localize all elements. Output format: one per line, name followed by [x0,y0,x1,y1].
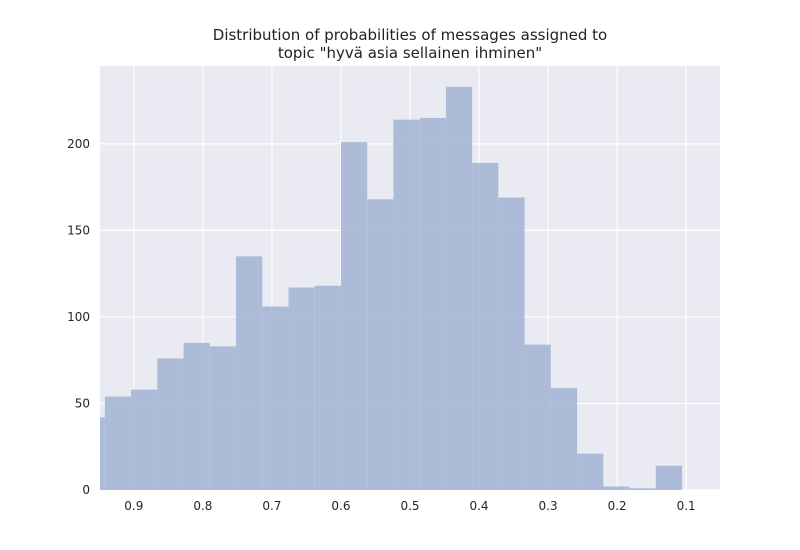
histogram-bar [157,358,184,490]
histogram-bar [524,344,551,490]
y-tick-label: 0 [82,483,90,497]
histogram-bar [393,119,420,490]
x-tick-label: 0.7 [262,499,281,513]
histogram-bars [100,86,683,491]
histogram-bar [498,197,525,490]
histogram-bar [445,86,473,491]
x-tick-label: 0.3 [539,499,558,513]
histogram-bar [183,342,210,490]
x-tick-label: 0.4 [469,499,488,513]
histogram-bar [262,306,289,490]
histogram-bar [104,396,132,490]
y-tick-label: 150 [67,223,90,237]
y-tick-label: 100 [67,310,90,324]
histogram-bar [340,142,368,490]
histogram-bar [100,417,105,490]
chart-title-line-2: topic "hyvä asia sellainen ihminen" [278,44,542,62]
histogram-bar [236,256,263,490]
histogram-bar [603,486,630,490]
y-tick-label: 200 [67,137,90,151]
histogram-bar [367,199,394,490]
histogram-bar [577,453,604,490]
x-tick-label: 0.6 [331,499,350,513]
axis-tick-labels: 0.9 0.8 0.7 0.6 0.5 0.4 0.3 0.2 0.1 0 50 100 150 200 [67,137,696,513]
histogram-bar [419,117,446,490]
x-tick-label: 0.2 [608,499,627,513]
histogram-bar [314,285,341,490]
histogram-bar [209,346,237,490]
x-tick-label: 0.5 [400,499,419,513]
histogram-bar [131,389,158,490]
x-tick-label: 0.9 [124,499,143,513]
histogram-bar [655,465,683,490]
x-tick-label: 0.1 [677,499,696,513]
histogram-bar [550,387,578,490]
histogram-bar [629,488,656,490]
x-tick-label: 0.8 [193,499,212,513]
y-tick-label: 50 [75,396,90,410]
chart-title-line-1: Distribution of probabilities of message… [213,26,607,44]
histogram-bar [472,162,499,490]
histogram-bar [288,287,315,490]
